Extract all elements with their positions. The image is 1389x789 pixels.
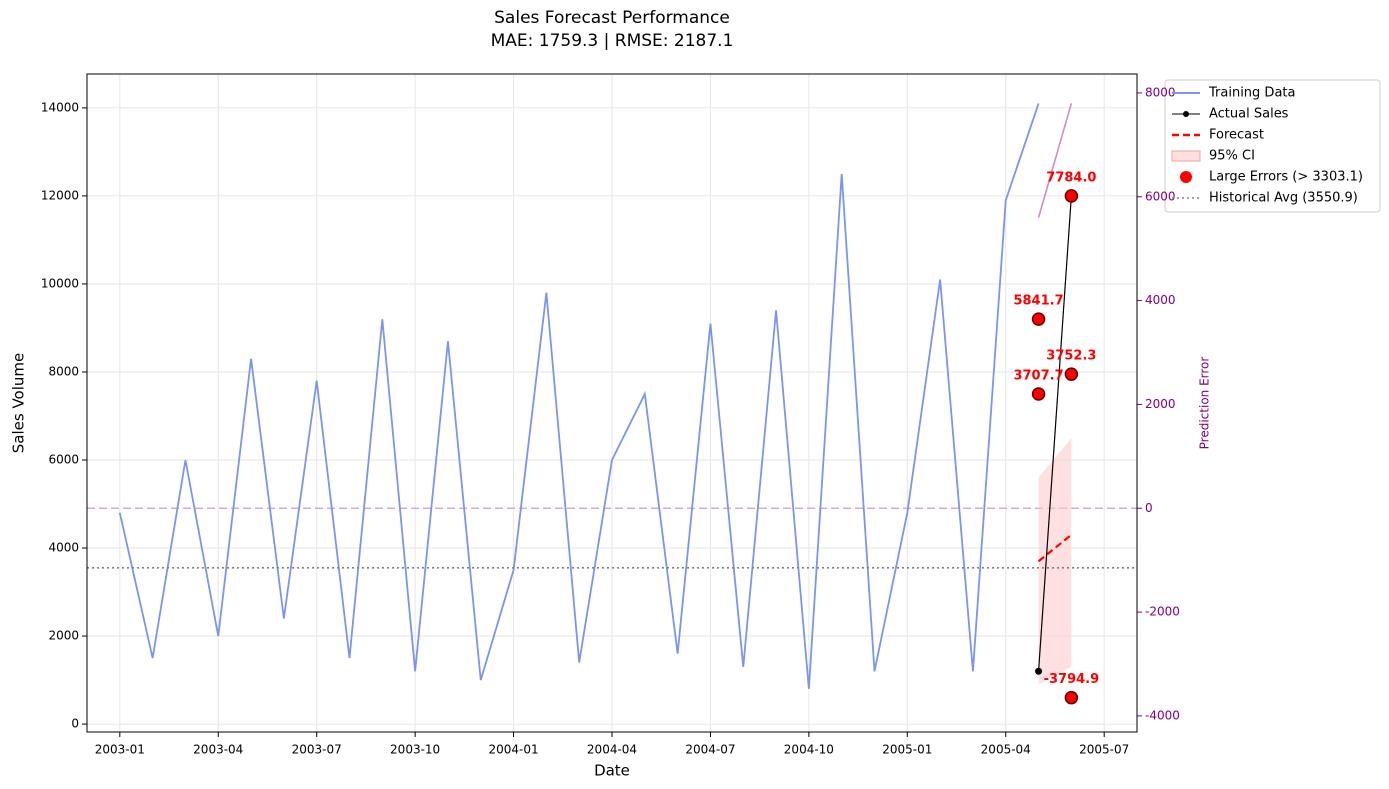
y-tick-label: 10000 (41, 276, 79, 290)
y-tick-label: 12000 (41, 188, 79, 202)
x-tick-label: 2004-04 (587, 743, 637, 757)
legend-label: 95% CI (1209, 149, 1255, 164)
ci-band (1038, 437, 1072, 685)
y2-tick-label: 6000 (1145, 189, 1176, 203)
x-tick-label: 2004-01 (488, 743, 538, 757)
x-tick-label: 2003-04 (193, 743, 243, 757)
y2-axis-label: Prediction Error (1198, 357, 1212, 450)
y-axis-label: Sales Volume (10, 353, 28, 453)
large-error-point (1031, 312, 1046, 326)
legend-label: Actual Sales (1209, 107, 1289, 122)
actual-line (1037, 195, 1072, 672)
y-tick-label: 8000 (48, 364, 79, 378)
plot-frame (86, 73, 1138, 733)
x-tick-label: 2005-01 (882, 743, 932, 757)
legend-label: Large Errors (> 3303.1) (1209, 170, 1363, 185)
training-line (118, 103, 1040, 689)
x-tick-label: 2003-07 (292, 743, 342, 757)
error-label: 3707.7 (1013, 368, 1063, 383)
y2-tick-label: 8000 (1145, 85, 1176, 99)
y-tick-label: 14000 (41, 100, 79, 114)
error-label: 5841.7 (1013, 294, 1063, 309)
x-axis-label: Date (594, 762, 630, 780)
x-tick-label: 2004-07 (685, 743, 735, 757)
legend-label: Historical Avg (3550.9) (1209, 191, 1358, 206)
y2-tick-label: -2000 (1145, 605, 1180, 619)
y-tick-label: 2000 (48, 629, 79, 643)
error-line (1037, 103, 1073, 218)
legend-symbol (1180, 171, 1192, 183)
y2-tick-label: 4000 (1145, 293, 1176, 307)
large-error-point (1064, 189, 1079, 203)
error-label: -3794.9 (1044, 672, 1100, 687)
x-tick-label: 2005-04 (981, 743, 1031, 757)
error-label: 7784.0 (1046, 170, 1096, 185)
legend-symbol (1171, 150, 1201, 162)
actual-point (1035, 667, 1043, 675)
legend-label: Forecast (1209, 128, 1264, 143)
large-error-point (1031, 387, 1046, 401)
large-error-point (1064, 690, 1079, 705)
legend-box (1164, 79, 1381, 213)
error-label: 3752.3 (1046, 349, 1096, 364)
legend-label: Training Data (1208, 86, 1295, 101)
large-error-point (1064, 367, 1079, 381)
y-tick-label: 0 (71, 717, 79, 731)
y-tick-label: 4000 (48, 541, 79, 555)
chart-subtitle: MAE: 1759.3 | RMSE: 2187.1 (491, 31, 734, 51)
legend-symbol (1183, 111, 1189, 117)
x-tick-label: 2003-10 (390, 743, 440, 757)
x-tick-label: 2003-01 (95, 743, 145, 757)
forecast-line (1037, 533, 1073, 563)
y2-tick-label: 2000 (1145, 397, 1176, 411)
y2-tick-label: 0 (1145, 501, 1153, 515)
chart-title: Sales Forecast Performance (494, 8, 730, 28)
x-tick-label: 2004-10 (784, 743, 834, 757)
y2-tick-label: -4000 (1145, 708, 1180, 722)
y-tick-label: 6000 (48, 452, 79, 466)
x-tick-label: 2005-07 (1079, 743, 1129, 757)
